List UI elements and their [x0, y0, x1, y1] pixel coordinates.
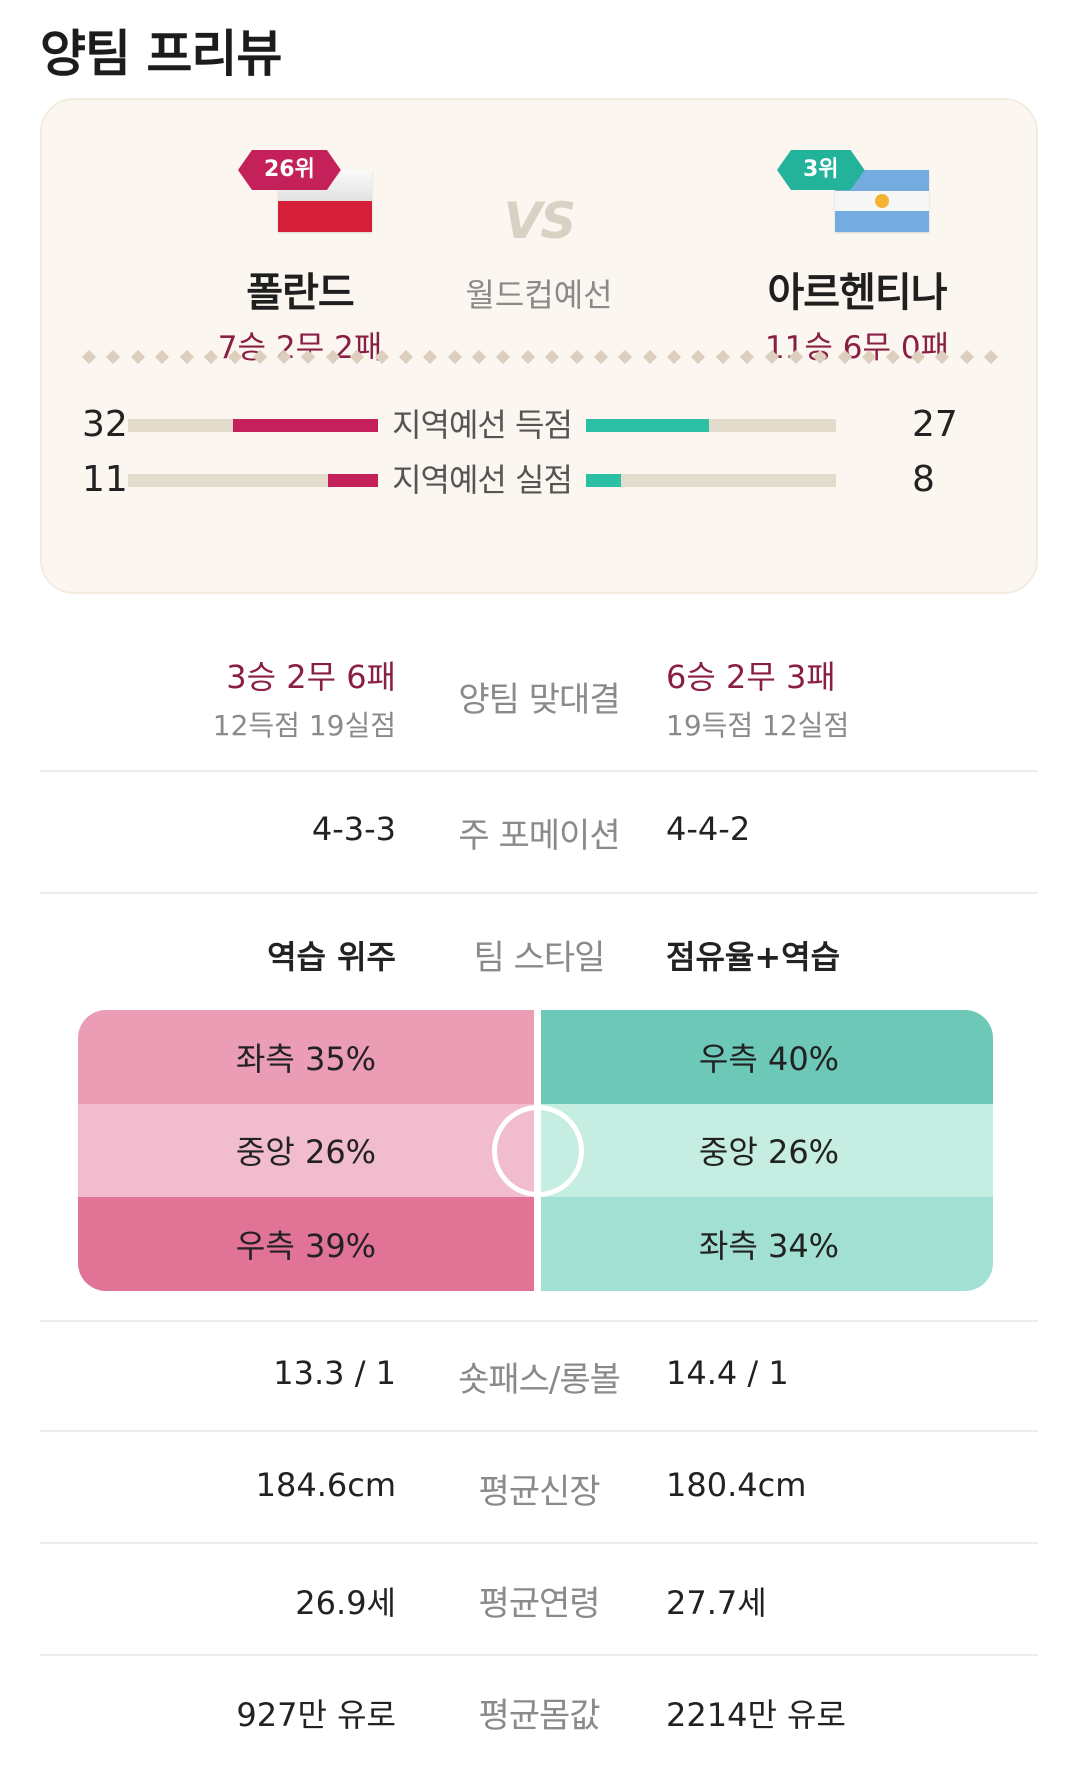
home-rank-badge: 26위 [238, 150, 341, 190]
away-h2h: 6승 2무 3패 19득점 12실점 [666, 652, 849, 744]
away-formation: 4-4-2 [666, 810, 751, 848]
head-to-head-row: 3승 2무 6패 12득점 19실점 양팀 맞대결 6승 2무 3패 19득점 … [40, 630, 1038, 772]
away-goals-bar [586, 419, 836, 432]
avg-value-label: 평균몸값 [478, 1696, 600, 1736]
away-pass-ratio: 14.4 / 1 [666, 1354, 789, 1392]
diamond-divider [81, 349, 998, 366]
away-regional-goals: 27 [912, 404, 958, 445]
avg-age-row: 26.9세 평균연령 27.7세 [40, 1544, 1038, 1656]
avg-age-label: 평균연령 [478, 1584, 600, 1624]
away-attack-zones: 우측 40% 중앙 26% 좌측 34% [541, 1010, 993, 1291]
home-avg-height: 184.6cm [255, 1466, 396, 1504]
home-team-name: 폴란드 [246, 270, 354, 316]
home-conceded-bar [128, 474, 378, 487]
away-avg-height: 180.4cm [666, 1466, 807, 1504]
home-zone-3: 우측 39% [78, 1197, 534, 1291]
home-regional-goals: 32 [82, 404, 128, 445]
away-avg-age: 27.7세 [666, 1584, 767, 1622]
away-h2h-record: 6승 2무 3패 [666, 658, 836, 696]
team-style-row: 역습 위주 팀 스타일 점유율+역습 [40, 894, 1038, 1322]
argentina-flag-icon [835, 170, 929, 232]
formation-label: 주 포메이션 [458, 816, 620, 856]
away-zone-2: 중앙 26% [541, 1103, 993, 1198]
away-style: 점유율+역습 [666, 938, 841, 976]
match-card: 26위 폴란드 7승 2무 2패 VS 월드컵예선 3위 아르헨티나 11승 6… [40, 98, 1038, 594]
regional-conceded-label: 지역예선 실점 [392, 461, 573, 499]
center-circle [492, 1105, 584, 1197]
vs-label: VS [503, 192, 577, 250]
away-zone-1: 우측 40% [541, 1010, 993, 1104]
home-h2h: 3승 2무 6패 12득점 19실점 [213, 652, 396, 744]
regional-goals-row: 32 지역예선 득점 27 [42, 400, 1040, 450]
head-to-head-label: 양팀 맞대결 [458, 680, 620, 720]
away-zone-3: 좌측 34% [541, 1197, 993, 1291]
home-h2h-record: 3승 2무 6패 [226, 658, 396, 696]
page-title: 양팀 프리뷰 [40, 25, 282, 83]
avg-height-label: 평균신장 [478, 1472, 600, 1512]
team-style-label: 팀 스타일 [473, 938, 606, 978]
away-avg-value: 2214만 유로 [666, 1696, 846, 1734]
home-style: 역습 위주 [267, 938, 396, 976]
away-team-name: 아르헨티나 [767, 270, 948, 316]
avg-height-row: 184.6cm 평균신장 180.4cm [40, 1432, 1038, 1544]
away-team[interactable]: 3위 아르헨티나 11승 6무 0패 [707, 150, 1007, 367]
away-regional-conceded: 8 [912, 459, 935, 500]
home-avg-age: 26.9세 [295, 1584, 396, 1622]
home-pass-ratio: 13.3 / 1 [273, 1354, 396, 1392]
home-zone-2: 중앙 26% [78, 1103, 534, 1198]
pass-ratio-row: 13.3 / 1 숏패스/롱볼 14.4 / 1 [40, 1322, 1038, 1432]
avg-value-row: 927만 유로 평균몸값 2214만 유로 [40, 1656, 1038, 1773]
home-h2h-goals: 12득점 19실점 [212, 709, 396, 742]
away-rank-badge: 3위 [777, 150, 865, 190]
away-conceded-bar [586, 474, 836, 487]
home-formation: 4-3-3 [311, 810, 396, 848]
away-h2h-goals: 19득점 12실점 [666, 709, 850, 742]
home-avg-value: 927만 유로 [236, 1696, 396, 1734]
home-attack-zones: 좌측 35% 중앙 26% 우측 39% [78, 1010, 534, 1291]
home-goals-bar [128, 419, 378, 432]
home-zone-1: 좌측 35% [78, 1010, 534, 1104]
regional-conceded-row: 11 지역예선 실점 8 [42, 455, 1040, 505]
formation-row: 4-3-3 주 포메이션 4-4-2 [40, 772, 1038, 894]
home-regional-conceded: 11 [82, 459, 128, 500]
match-type: 월드컵예선 [465, 276, 613, 314]
pass-ratio-label: 숏패스/롱볼 [458, 1360, 621, 1400]
regional-goals-label: 지역예선 득점 [392, 406, 573, 444]
attack-direction-pitch: 좌측 35% 중앙 26% 우측 39% 우측 40% 중앙 26% 좌측 34… [78, 1010, 993, 1291]
home-team[interactable]: 26위 폴란드 7승 2무 2패 [150, 150, 450, 367]
